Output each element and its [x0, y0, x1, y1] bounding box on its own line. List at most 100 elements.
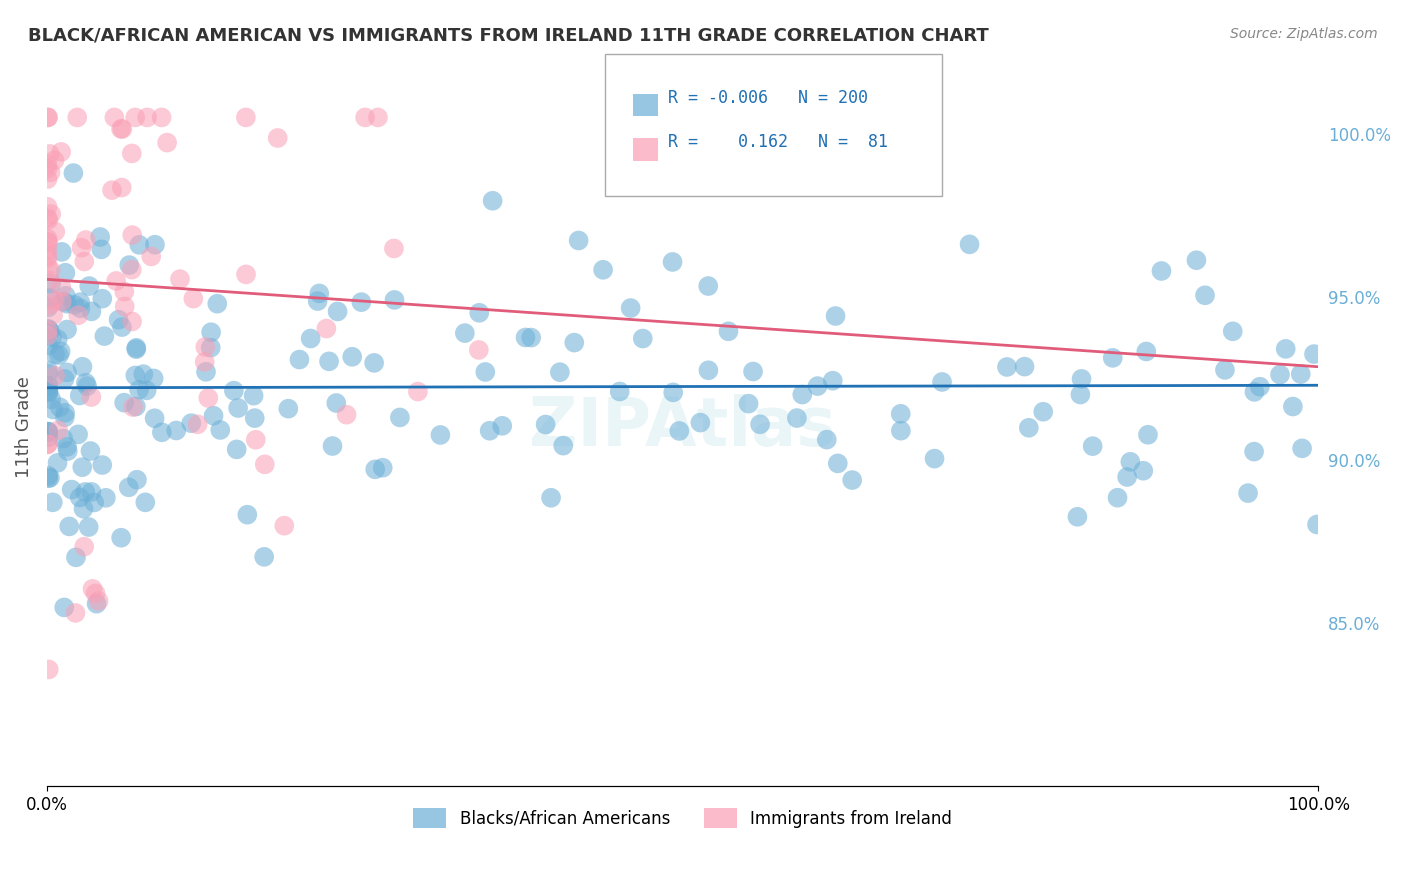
Blacks/African Americans — [1018, 421, 1040, 435]
Blacks/African Americans — [72, 359, 94, 374]
Immigrants from Ireland — [121, 228, 143, 243]
Blacks/African Americans — [37, 322, 59, 336]
Immigrants from Ireland — [181, 292, 204, 306]
Blacks/African Americans — [890, 407, 912, 421]
Blacks/African Americans — [69, 388, 91, 402]
Blacks/African Americans — [39, 277, 62, 291]
Blacks/African Americans — [37, 323, 59, 337]
Blacks/African Americans — [815, 433, 838, 447]
Immigrants from Ireland — [46, 423, 69, 437]
Immigrants from Ireland — [51, 280, 73, 294]
Blacks/African Americans — [1070, 372, 1092, 386]
Blacks/African Americans — [56, 322, 79, 336]
Immigrants from Ireland — [37, 111, 59, 125]
Immigrants from Ireland — [37, 243, 59, 257]
Blacks/African Americans — [1306, 517, 1329, 532]
Immigrants from Ireland — [367, 111, 389, 125]
Immigrants from Ireland — [38, 273, 60, 287]
Blacks/African Americans — [200, 325, 222, 339]
Blacks/African Americans — [56, 440, 79, 454]
Blacks/African Americans — [562, 335, 585, 350]
Blacks/African Americans — [62, 166, 84, 180]
Immigrants from Ireland — [37, 213, 59, 227]
Immigrants from Ireland — [141, 249, 163, 263]
Immigrants from Ireland — [194, 355, 217, 369]
Blacks/African Americans — [308, 286, 330, 301]
Immigrants from Ireland — [273, 518, 295, 533]
Blacks/African Americans — [53, 406, 76, 420]
Immigrants from Ireland — [75, 233, 97, 247]
Immigrants from Ireland — [121, 314, 143, 328]
Blacks/African Americans — [112, 395, 135, 409]
Immigrants from Ireland — [37, 437, 59, 451]
Immigrants from Ireland — [37, 251, 59, 265]
Blacks/African Americans — [42, 495, 65, 509]
Blacks/African Americans — [39, 471, 62, 485]
Blacks/African Americans — [1132, 464, 1154, 478]
Blacks/African Americans — [69, 301, 91, 316]
Immigrants from Ireland — [37, 111, 59, 125]
Blacks/African Americans — [540, 491, 562, 505]
Blacks/African Americans — [63, 298, 86, 312]
Blacks/African Americans — [474, 365, 496, 379]
Blacks/African Americans — [69, 491, 91, 505]
Immigrants from Ireland — [105, 274, 128, 288]
Blacks/African Americans — [689, 416, 711, 430]
Immigrants from Ireland — [197, 391, 219, 405]
Immigrants from Ireland — [38, 663, 60, 677]
Blacks/African Americans — [46, 456, 69, 470]
Blacks/African Americans — [44, 347, 66, 361]
Blacks/African Americans — [132, 367, 155, 381]
Blacks/African Americans — [135, 384, 157, 398]
Blacks/African Americans — [128, 383, 150, 397]
Immigrants from Ireland — [73, 540, 96, 554]
Immigrants from Ireland — [37, 200, 59, 214]
Blacks/African Americans — [91, 458, 114, 472]
Immigrants from Ireland — [44, 293, 66, 308]
Blacks/African Americans — [37, 425, 59, 439]
Blacks/African Americans — [37, 425, 59, 439]
Blacks/African Americans — [253, 549, 276, 564]
Immigrants from Ireland — [44, 153, 66, 168]
Blacks/African Americans — [128, 238, 150, 252]
Blacks/African Americans — [69, 295, 91, 310]
Immigrants from Ireland — [253, 458, 276, 472]
Blacks/African Americans — [478, 424, 501, 438]
Blacks/African Americans — [1289, 367, 1312, 381]
Blacks/African Americans — [1081, 439, 1104, 453]
Blacks/African Americans — [75, 376, 97, 390]
Blacks/African Americans — [38, 385, 60, 400]
Blacks/African Americans — [662, 385, 685, 400]
Immigrants from Ireland — [80, 390, 103, 404]
Immigrants from Ireland — [37, 328, 59, 343]
Blacks/African Americans — [1303, 347, 1326, 361]
Blacks/African Americans — [90, 243, 112, 257]
Blacks/African Americans — [1268, 368, 1291, 382]
Immigrants from Ireland — [37, 323, 59, 337]
Blacks/African Americans — [325, 396, 347, 410]
Blacks/African Americans — [200, 341, 222, 355]
Blacks/African Americans — [118, 258, 141, 272]
Blacks/African Americans — [388, 410, 411, 425]
Blacks/African Americans — [1282, 400, 1305, 414]
Blacks/African Americans — [481, 194, 503, 208]
Blacks/African Americans — [42, 402, 65, 417]
Blacks/African Americans — [342, 350, 364, 364]
Immigrants from Ireland — [101, 183, 124, 197]
Blacks/African Americans — [39, 324, 62, 338]
Immigrants from Ireland — [82, 582, 104, 596]
Immigrants from Ireland — [187, 417, 209, 432]
Blacks/African Americans — [72, 460, 94, 475]
Blacks/African Americans — [142, 371, 165, 385]
Immigrants from Ireland — [382, 242, 405, 256]
Blacks/African Americans — [58, 519, 80, 533]
Blacks/African Americans — [737, 397, 759, 411]
Blacks/African Americans — [548, 365, 571, 379]
Immigrants from Ireland — [315, 321, 337, 335]
Immigrants from Ireland — [245, 433, 267, 447]
Immigrants from Ireland — [406, 384, 429, 399]
Blacks/African Americans — [93, 329, 115, 343]
Blacks/African Americans — [1135, 344, 1157, 359]
Immigrants from Ireland — [39, 263, 62, 277]
Blacks/African Americans — [65, 550, 87, 565]
